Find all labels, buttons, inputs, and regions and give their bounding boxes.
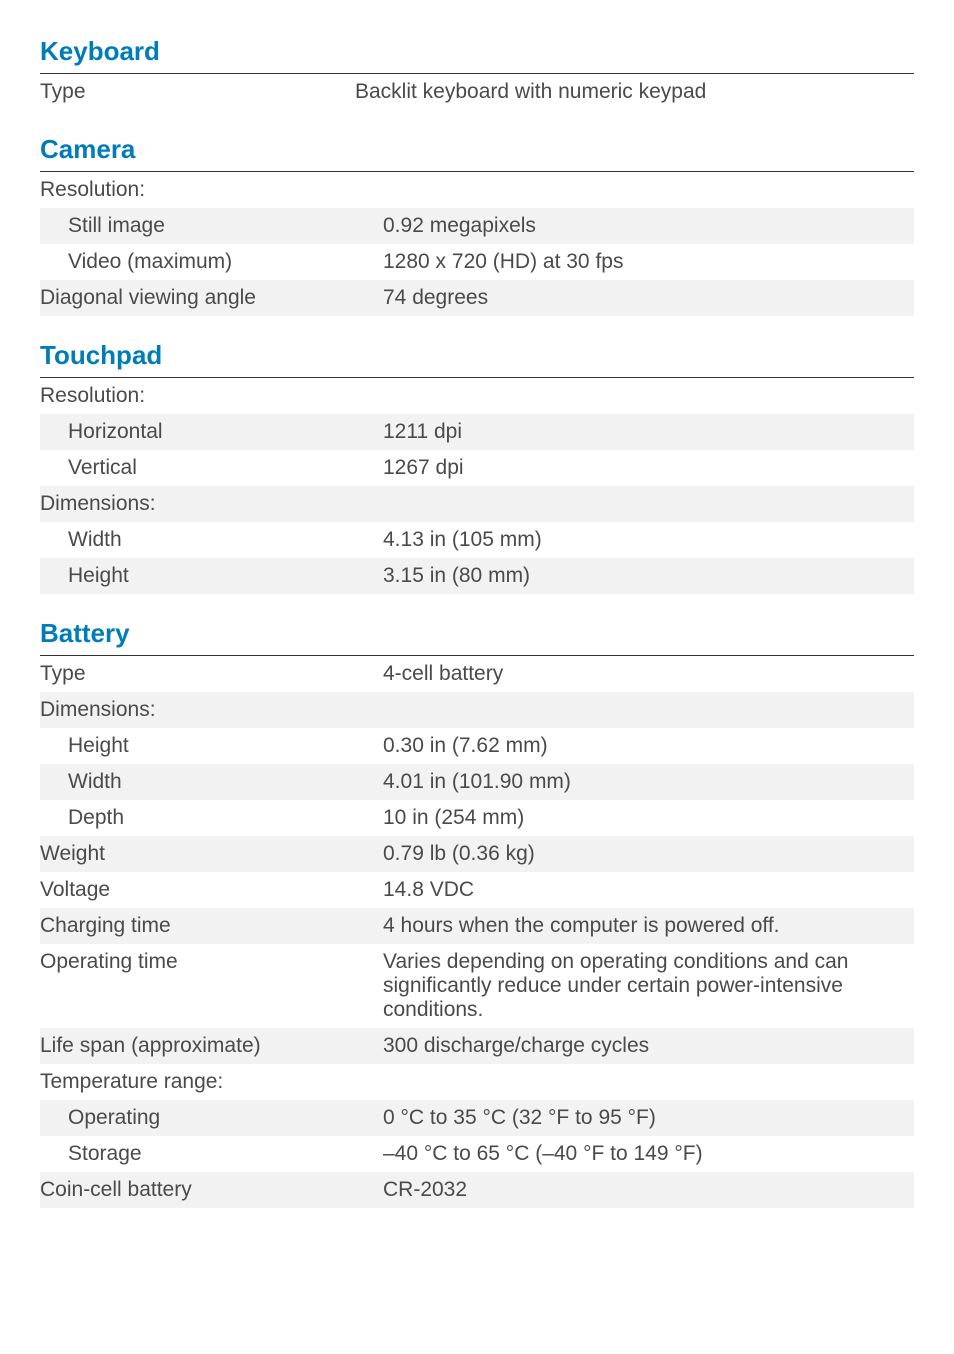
row-battery-width: Width 4.01 in (101.90 mm) — [40, 764, 914, 800]
value-battery-dimensions — [383, 692, 914, 728]
row-battery-voltage: Voltage 14.8 VDC — [40, 872, 914, 908]
section-title-battery: Battery — [40, 612, 914, 656]
row-camera-resolution-header: Resolution: — [40, 172, 914, 208]
label-camera-video-max: Video (maximum) — [40, 244, 383, 280]
row-battery-life-span: Life span (approximate) 300 discharge/ch… — [40, 1028, 914, 1064]
value-battery-type: 4-cell battery — [383, 656, 914, 692]
label-camera-diagonal-viewing-angle: Diagonal viewing angle — [40, 280, 383, 316]
row-touchpad-horizontal: Horizontal 1211 dpi — [40, 414, 914, 450]
label-battery-voltage: Voltage — [40, 872, 383, 908]
section-title-touchpad: Touchpad — [40, 334, 914, 378]
value-battery-temperature-range — [383, 1064, 914, 1100]
value-battery-depth: 10 in (254 mm) — [383, 800, 914, 836]
label-touchpad-height: Height — [40, 558, 383, 594]
section-title-camera: Camera — [40, 128, 914, 172]
row-battery-operating: Operating 0 °C to 35 °C (32 °F to 95 °F) — [40, 1100, 914, 1136]
row-touchpad-vertical: Vertical 1267 dpi — [40, 450, 914, 486]
value-touchpad-dimensions — [383, 486, 914, 522]
label-battery-charging-time: Charging time — [40, 908, 383, 944]
row-camera-diagonal-viewing-angle: Diagonal viewing angle 74 degrees — [40, 280, 914, 316]
section-camera: Camera Resolution: Still image 0.92 mega… — [40, 128, 914, 316]
label-battery-temperature-range: Temperature range: — [40, 1064, 383, 1100]
section-touchpad: Touchpad Resolution: Horizontal 1211 dpi… — [40, 334, 914, 594]
label-battery-operating-time: Operating time — [40, 944, 383, 1028]
value-battery-weight: 0.79 lb (0.36 kg) — [383, 836, 914, 872]
label-battery-depth: Depth — [40, 800, 383, 836]
label-touchpad-dimensions: Dimensions: — [40, 486, 383, 522]
table-battery: Type 4-cell battery Dimensions: Height 0… — [40, 656, 914, 1208]
label-touchpad-resolution: Resolution: — [40, 378, 383, 414]
label-battery-dimensions: Dimensions: — [40, 692, 383, 728]
row-battery-depth: Depth 10 in (254 mm) — [40, 800, 914, 836]
value-battery-coin-cell: CR-2032 — [383, 1172, 914, 1208]
label-battery-life-span: Life span (approximate) — [40, 1028, 383, 1064]
row-battery-dimensions-header: Dimensions: — [40, 692, 914, 728]
label-battery-type: Type — [40, 656, 383, 692]
row-battery-coin-cell: Coin-cell battery CR-2032 — [40, 1172, 914, 1208]
value-touchpad-vertical: 1267 dpi — [383, 450, 914, 486]
row-battery-storage: Storage –40 °C to 65 °C (–40 °F to 149 °… — [40, 1136, 914, 1172]
spec-page: Keyboard Type Backlit keyboard with nume… — [0, 0, 954, 1266]
row-touchpad-height: Height 3.15 in (80 mm) — [40, 558, 914, 594]
row-battery-temperature-range-header: Temperature range: — [40, 1064, 914, 1100]
value-camera-still-image: 0.92 megapixels — [383, 208, 914, 244]
value-keyboard-type: Backlit keyboard with numeric keypad — [355, 74, 914, 110]
value-touchpad-horizontal: 1211 dpi — [383, 414, 914, 450]
label-keyboard-type: Type — [40, 74, 355, 110]
row-touchpad-dimensions-header: Dimensions: — [40, 486, 914, 522]
label-touchpad-vertical: Vertical — [40, 450, 383, 486]
row-battery-height: Height 0.30 in (7.62 mm) — [40, 728, 914, 764]
label-touchpad-horizontal: Horizontal — [40, 414, 383, 450]
row-battery-operating-time: Operating time Varies depending on opera… — [40, 944, 914, 1028]
value-camera-video-max: 1280 x 720 (HD) at 30 fps — [383, 244, 914, 280]
value-touchpad-resolution — [383, 378, 914, 414]
row-battery-weight: Weight 0.79 lb (0.36 kg) — [40, 836, 914, 872]
value-touchpad-width: 4.13 in (105 mm) — [383, 522, 914, 558]
row-camera-still-image: Still image 0.92 megapixels — [40, 208, 914, 244]
label-touchpad-width: Width — [40, 522, 383, 558]
label-battery-width: Width — [40, 764, 383, 800]
value-battery-life-span: 300 discharge/charge cycles — [383, 1028, 914, 1064]
value-camera-diagonal-viewing-angle: 74 degrees — [383, 280, 914, 316]
table-keyboard: Type Backlit keyboard with numeric keypa… — [40, 74, 914, 110]
label-camera-still-image: Still image — [40, 208, 383, 244]
value-battery-storage: –40 °C to 65 °C (–40 °F to 149 °F) — [383, 1136, 914, 1172]
label-battery-storage: Storage — [40, 1136, 383, 1172]
value-battery-width: 4.01 in (101.90 mm) — [383, 764, 914, 800]
value-battery-voltage: 14.8 VDC — [383, 872, 914, 908]
section-title-keyboard: Keyboard — [40, 30, 914, 74]
value-touchpad-height: 3.15 in (80 mm) — [383, 558, 914, 594]
row-touchpad-width: Width 4.13 in (105 mm) — [40, 522, 914, 558]
label-battery-weight: Weight — [40, 836, 383, 872]
row-battery-charging-time: Charging time 4 hours when the computer … — [40, 908, 914, 944]
row-touchpad-resolution-header: Resolution: — [40, 378, 914, 414]
value-battery-operating: 0 °C to 35 °C (32 °F to 95 °F) — [383, 1100, 914, 1136]
value-camera-resolution — [383, 172, 914, 208]
table-touchpad: Resolution: Horizontal 1211 dpi Vertical… — [40, 378, 914, 594]
label-battery-coin-cell: Coin-cell battery — [40, 1172, 383, 1208]
value-battery-operating-time: Varies depending on operating conditions… — [383, 944, 914, 1028]
label-camera-resolution: Resolution: — [40, 172, 383, 208]
row-keyboard-type: Type Backlit keyboard with numeric keypa… — [40, 74, 914, 110]
value-battery-charging-time: 4 hours when the computer is powered off… — [383, 908, 914, 944]
table-camera: Resolution: Still image 0.92 megapixels … — [40, 172, 914, 316]
label-battery-operating: Operating — [40, 1100, 383, 1136]
section-battery: Battery Type 4-cell battery Dimensions: … — [40, 612, 914, 1208]
value-battery-height: 0.30 in (7.62 mm) — [383, 728, 914, 764]
row-battery-type: Type 4-cell battery — [40, 656, 914, 692]
label-battery-height: Height — [40, 728, 383, 764]
section-keyboard: Keyboard Type Backlit keyboard with nume… — [40, 30, 914, 110]
row-camera-video-max: Video (maximum) 1280 x 720 (HD) at 30 fp… — [40, 244, 914, 280]
